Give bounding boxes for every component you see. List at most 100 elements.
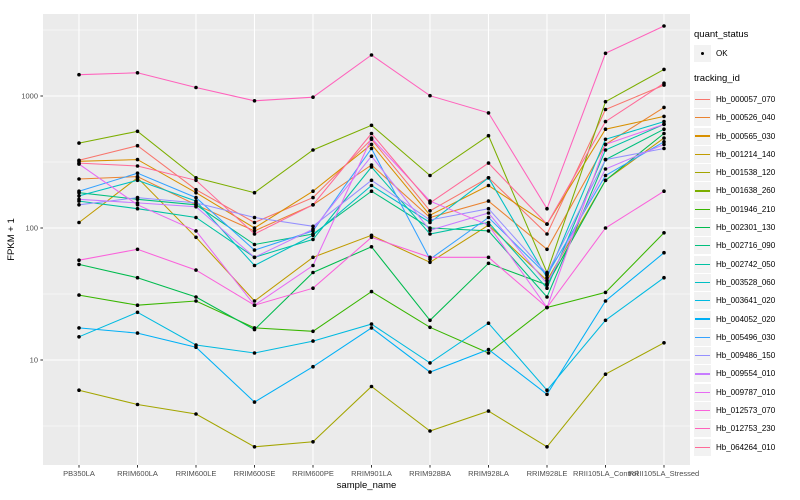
- legend-item-Hb_000526_040: Hb_000526_040: [694, 109, 776, 127]
- data-point: [428, 370, 432, 374]
- data-point: [369, 123, 374, 128]
- data-point: [428, 318, 432, 323]
- data-point: [77, 177, 81, 181]
- legend-item-label: Hb_002742_050: [716, 259, 776, 269]
- data-point: [428, 361, 432, 365]
- data-point: [486, 215, 491, 220]
- data-point: [603, 318, 608, 323]
- data-point: [252, 232, 257, 236]
- legend-item-label: Hb_003641_020: [716, 296, 776, 306]
- data-point: [311, 203, 315, 207]
- legend-item-label: Hb_064264_010: [716, 442, 776, 452]
- data-point: [194, 85, 198, 90]
- legend-title-quant-status: quant_status: [694, 29, 749, 40]
- legend-item-Hb_009554_010: Hb_009554_010: [694, 365, 775, 383]
- data-point: [486, 206, 491, 211]
- data-point: [135, 303, 140, 308]
- data-point: [135, 206, 140, 211]
- data-point: [545, 445, 549, 449]
- data-point: [662, 136, 666, 140]
- legend-line-swatch: [695, 318, 710, 320]
- legend-line-swatch: [695, 355, 710, 357]
- legend-line-swatch: [695, 226, 710, 229]
- data-point: [369, 289, 374, 294]
- legend-item-label: Hb_005496_030: [716, 332, 776, 342]
- data-point: [428, 218, 432, 222]
- legend-key-box: [694, 347, 711, 365]
- legend-item-Hb_001946_210: Hb_001946_210: [694, 200, 775, 218]
- data-point: [369, 131, 374, 136]
- data-point: [311, 224, 315, 229]
- data-point: [369, 53, 374, 57]
- data-point: [252, 229, 257, 233]
- legend-key-box: [694, 310, 711, 328]
- data-point: [311, 148, 315, 152]
- legend-key-box: [694, 328, 711, 346]
- legend-item-Hb_000565_030: Hb_000565_030: [694, 127, 775, 145]
- legend-item-Hb_001538_120: Hb_001538_120: [694, 164, 775, 182]
- data-point: [662, 140, 666, 144]
- legend-key-box: [694, 255, 711, 273]
- data-point: [252, 226, 257, 230]
- data-point: [77, 161, 81, 165]
- legend-key-box: [694, 402, 711, 420]
- legend-item-label: Hb_001214_140: [716, 149, 776, 159]
- legend-item-label: Hb_009486_150: [716, 351, 776, 361]
- data-point: [603, 372, 608, 377]
- data-point: [486, 133, 491, 138]
- data-point: [486, 255, 491, 260]
- data-point: [486, 199, 491, 203]
- data-point: [311, 195, 315, 200]
- legend-item-label: Hb_002716_090: [716, 241, 776, 251]
- data-point: [545, 295, 549, 299]
- legend-line-swatch: [695, 208, 710, 210]
- data-point: [662, 119, 666, 124]
- data-point: [77, 203, 81, 207]
- data-point: [369, 136, 374, 140]
- legend-key-box: [694, 164, 711, 182]
- data-point: [194, 201, 198, 205]
- data-point: [311, 263, 315, 268]
- data-point: [603, 127, 608, 131]
- data-point: [369, 384, 374, 389]
- data-point: [486, 409, 491, 413]
- data-point: [369, 154, 374, 158]
- data-point: [662, 250, 666, 255]
- data-point: [252, 400, 257, 404]
- data-point: [428, 213, 432, 217]
- data-point: [545, 281, 549, 286]
- legend-item-Hb_003641_020: Hb_003641_020: [694, 292, 776, 310]
- data-point: [662, 105, 666, 110]
- legend-item-label: Hb_012753_230: [716, 424, 776, 434]
- legend-item-label: Hb_000057_070: [716, 95, 776, 104]
- legend-item-label: OK: [716, 49, 728, 58]
- data-point: [194, 176, 198, 180]
- x-axis-title: sample_name: [336, 480, 397, 491]
- legend-key-box: [694, 438, 711, 456]
- y-tick-label: 100: [25, 224, 38, 233]
- data-point: [603, 157, 608, 162]
- data-point: [252, 299, 257, 303]
- data-point: [252, 445, 257, 449]
- data-point: [486, 161, 491, 165]
- data-point: [194, 190, 198, 195]
- data-point: [545, 275, 549, 280]
- data-point: [135, 171, 140, 175]
- data-point: [252, 263, 257, 268]
- data-point: [135, 129, 140, 134]
- data-point: [77, 194, 81, 198]
- legend-item-label: Hb_002301_130: [716, 223, 776, 233]
- data-point: [311, 339, 315, 343]
- data-point: [545, 278, 549, 283]
- legend-item-label: Hb_004052_020: [716, 314, 776, 324]
- data-point: [77, 72, 81, 77]
- data-point: [311, 270, 315, 275]
- data-point: [369, 322, 374, 326]
- legend-key-box: [694, 420, 711, 438]
- legend-item-label: Hb_000526_040: [716, 113, 776, 123]
- data-point: [545, 222, 549, 226]
- data-point: [369, 189, 374, 193]
- x-tick-label: RRII105LA_Stressed: [629, 469, 699, 478]
- y-tick-label: 1000: [21, 92, 38, 101]
